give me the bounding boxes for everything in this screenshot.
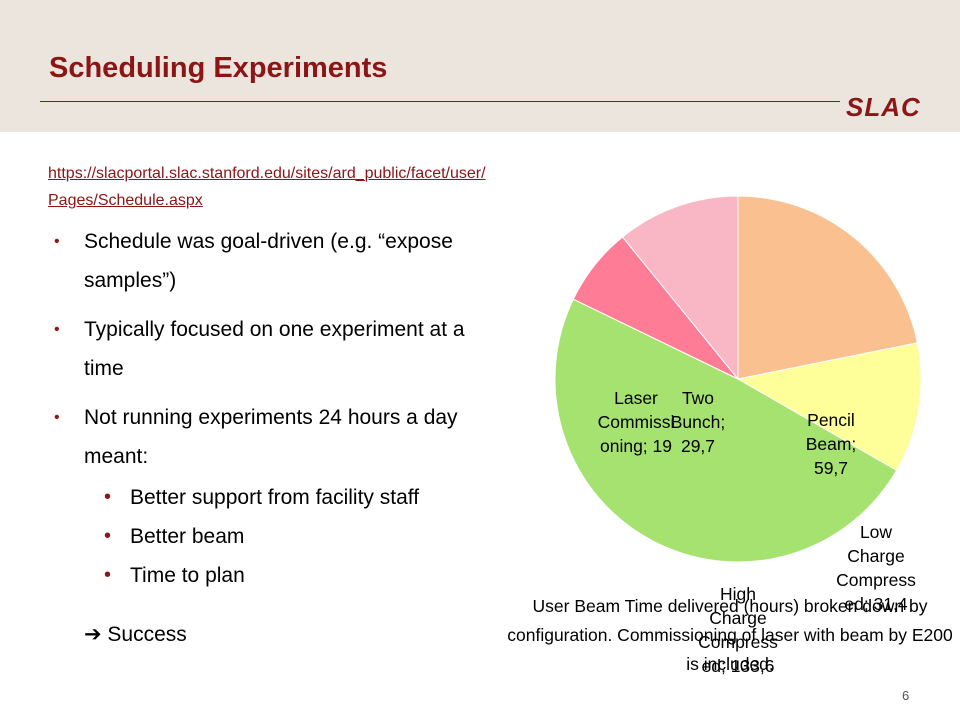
bullet-text: Not running experiments 24 hours a day m… bbox=[84, 406, 458, 468]
bullet-text: Schedule was goal-driven (e.g. “expose s… bbox=[84, 230, 453, 292]
bullet-dot-icon: • bbox=[104, 525, 112, 547]
bullet-dot-icon: • bbox=[54, 321, 60, 338]
beam-time-pie-chart: Pencil Beam; 59,7 Low Charge Compress ed; 31,4… bbox=[554, 195, 922, 676]
title-divider bbox=[40, 101, 840, 102]
bullet-list: • Schedule was goal-driven (e.g. “expose… bbox=[48, 222, 498, 595]
success-conclusion: ➔ Success bbox=[84, 623, 187, 646]
sub-bullet-item: • Better support from facility staff bbox=[48, 478, 498, 517]
pie-data-label: Laser Commissi oning; 19 bbox=[598, 388, 675, 456]
pie-slice-high-charge-compressed bbox=[554, 298, 898, 563]
schedule-link[interactable]: https://slacportal.slac.stanford.edu/sit… bbox=[48, 165, 486, 209]
sub-bullet-item: • Time to plan bbox=[48, 556, 498, 595]
bullet-dot-icon: • bbox=[54, 233, 60, 250]
sub-bullet-text: Better beam bbox=[130, 525, 245, 548]
chart-caption: User Beam Time delivered (hours) broken … bbox=[507, 596, 953, 674]
bullet-dot-icon: • bbox=[104, 486, 112, 508]
pie-data-label: Two Bunch; 29,7 bbox=[671, 388, 725, 456]
slac-logo: SLAC bbox=[846, 92, 921, 122]
pie-data-label: Pencil Beam; 59,7 bbox=[806, 410, 857, 478]
page-number: 6 bbox=[902, 688, 910, 703]
pie-data-label: Low Charge Compress ed; 31,4 bbox=[836, 522, 916, 614]
pie-slice-pencil-beam bbox=[737, 195, 918, 380]
bullet-item: • Schedule was goal-driven (e.g. “expose… bbox=[48, 222, 498, 300]
bullet-dot-icon: • bbox=[104, 564, 112, 586]
bullet-text: Typically focused on one experiment at a… bbox=[84, 318, 465, 380]
pie-slice-two-bunch bbox=[621, 195, 739, 381]
pie-slice-low-charge-compressed bbox=[736, 342, 922, 472]
bullet-dot-icon: • bbox=[54, 409, 60, 426]
header-band bbox=[0, 0, 960, 132]
bullet-item: • Not running experiments 24 hours a day… bbox=[48, 398, 498, 476]
slide-title: Scheduling Experiments bbox=[49, 52, 388, 84]
sub-bullet-text: Better support from facility staff bbox=[130, 486, 420, 509]
pie-data-label: High Charge Compress ed; 133,6 bbox=[698, 584, 778, 676]
sub-bullet-item: • Better beam bbox=[48, 517, 498, 556]
bullet-item: • Typically focused on one experiment at… bbox=[48, 310, 498, 388]
sub-bullet-text: Time to plan bbox=[130, 564, 245, 587]
